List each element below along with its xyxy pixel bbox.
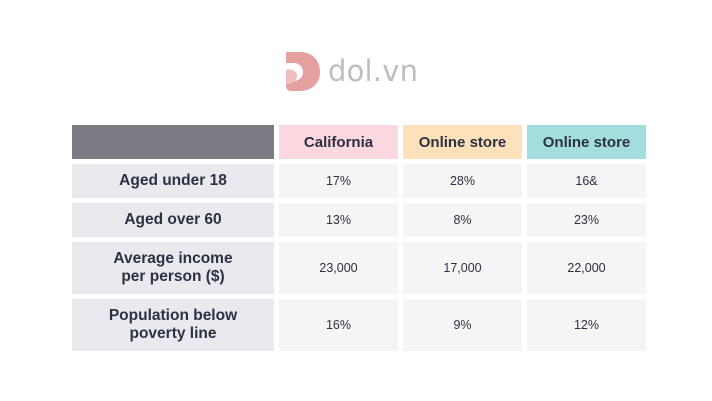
table-cell: 13%: [279, 203, 398, 237]
table-cell: 12%: [527, 299, 646, 351]
table-cell: 17%: [279, 164, 398, 198]
row-label: Aged under 18: [72, 164, 274, 198]
column-header: Online store: [527, 125, 646, 159]
row-label-line: poverty line: [129, 325, 217, 342]
row-label: Average income per person ($): [72, 242, 274, 294]
table-cell: 16&: [527, 164, 646, 198]
table-row: Aged over 60 13% 8% 23%: [72, 203, 646, 237]
table-cell: 9%: [403, 299, 522, 351]
table-cell: 22,000: [527, 242, 646, 294]
data-table: California Online store Online store Age…: [67, 120, 651, 356]
table-cell: 28%: [403, 164, 522, 198]
table-corner-cell: [72, 125, 274, 159]
logo-text: dol.vn: [328, 53, 419, 88]
table-row: Population below poverty line 16% 9% 12%: [72, 299, 646, 351]
row-label: Population below poverty line: [72, 299, 274, 351]
row-label: Aged over 60: [72, 203, 274, 237]
dol-logo-icon: [286, 52, 320, 91]
table-header-row: California Online store Online store: [72, 125, 646, 159]
row-label-line: per person ($): [121, 268, 225, 285]
table-row: Aged under 18 17% 28% 16&: [72, 164, 646, 198]
brand-logo: dol.vn: [282, 50, 418, 92]
table-cell: 16%: [279, 299, 398, 351]
row-label-line: Population below: [108, 307, 238, 324]
row-label-line: Average income: [113, 250, 233, 267]
column-header: Online store: [403, 125, 522, 159]
table-cell: 17,000: [403, 242, 522, 294]
table-cell: 23%: [527, 203, 646, 237]
column-header: California: [279, 125, 398, 159]
table-cell: 8%: [403, 203, 522, 237]
table-cell: 23,000: [279, 242, 398, 294]
table-row: Average income per person ($) 23,000 17,…: [72, 242, 646, 294]
